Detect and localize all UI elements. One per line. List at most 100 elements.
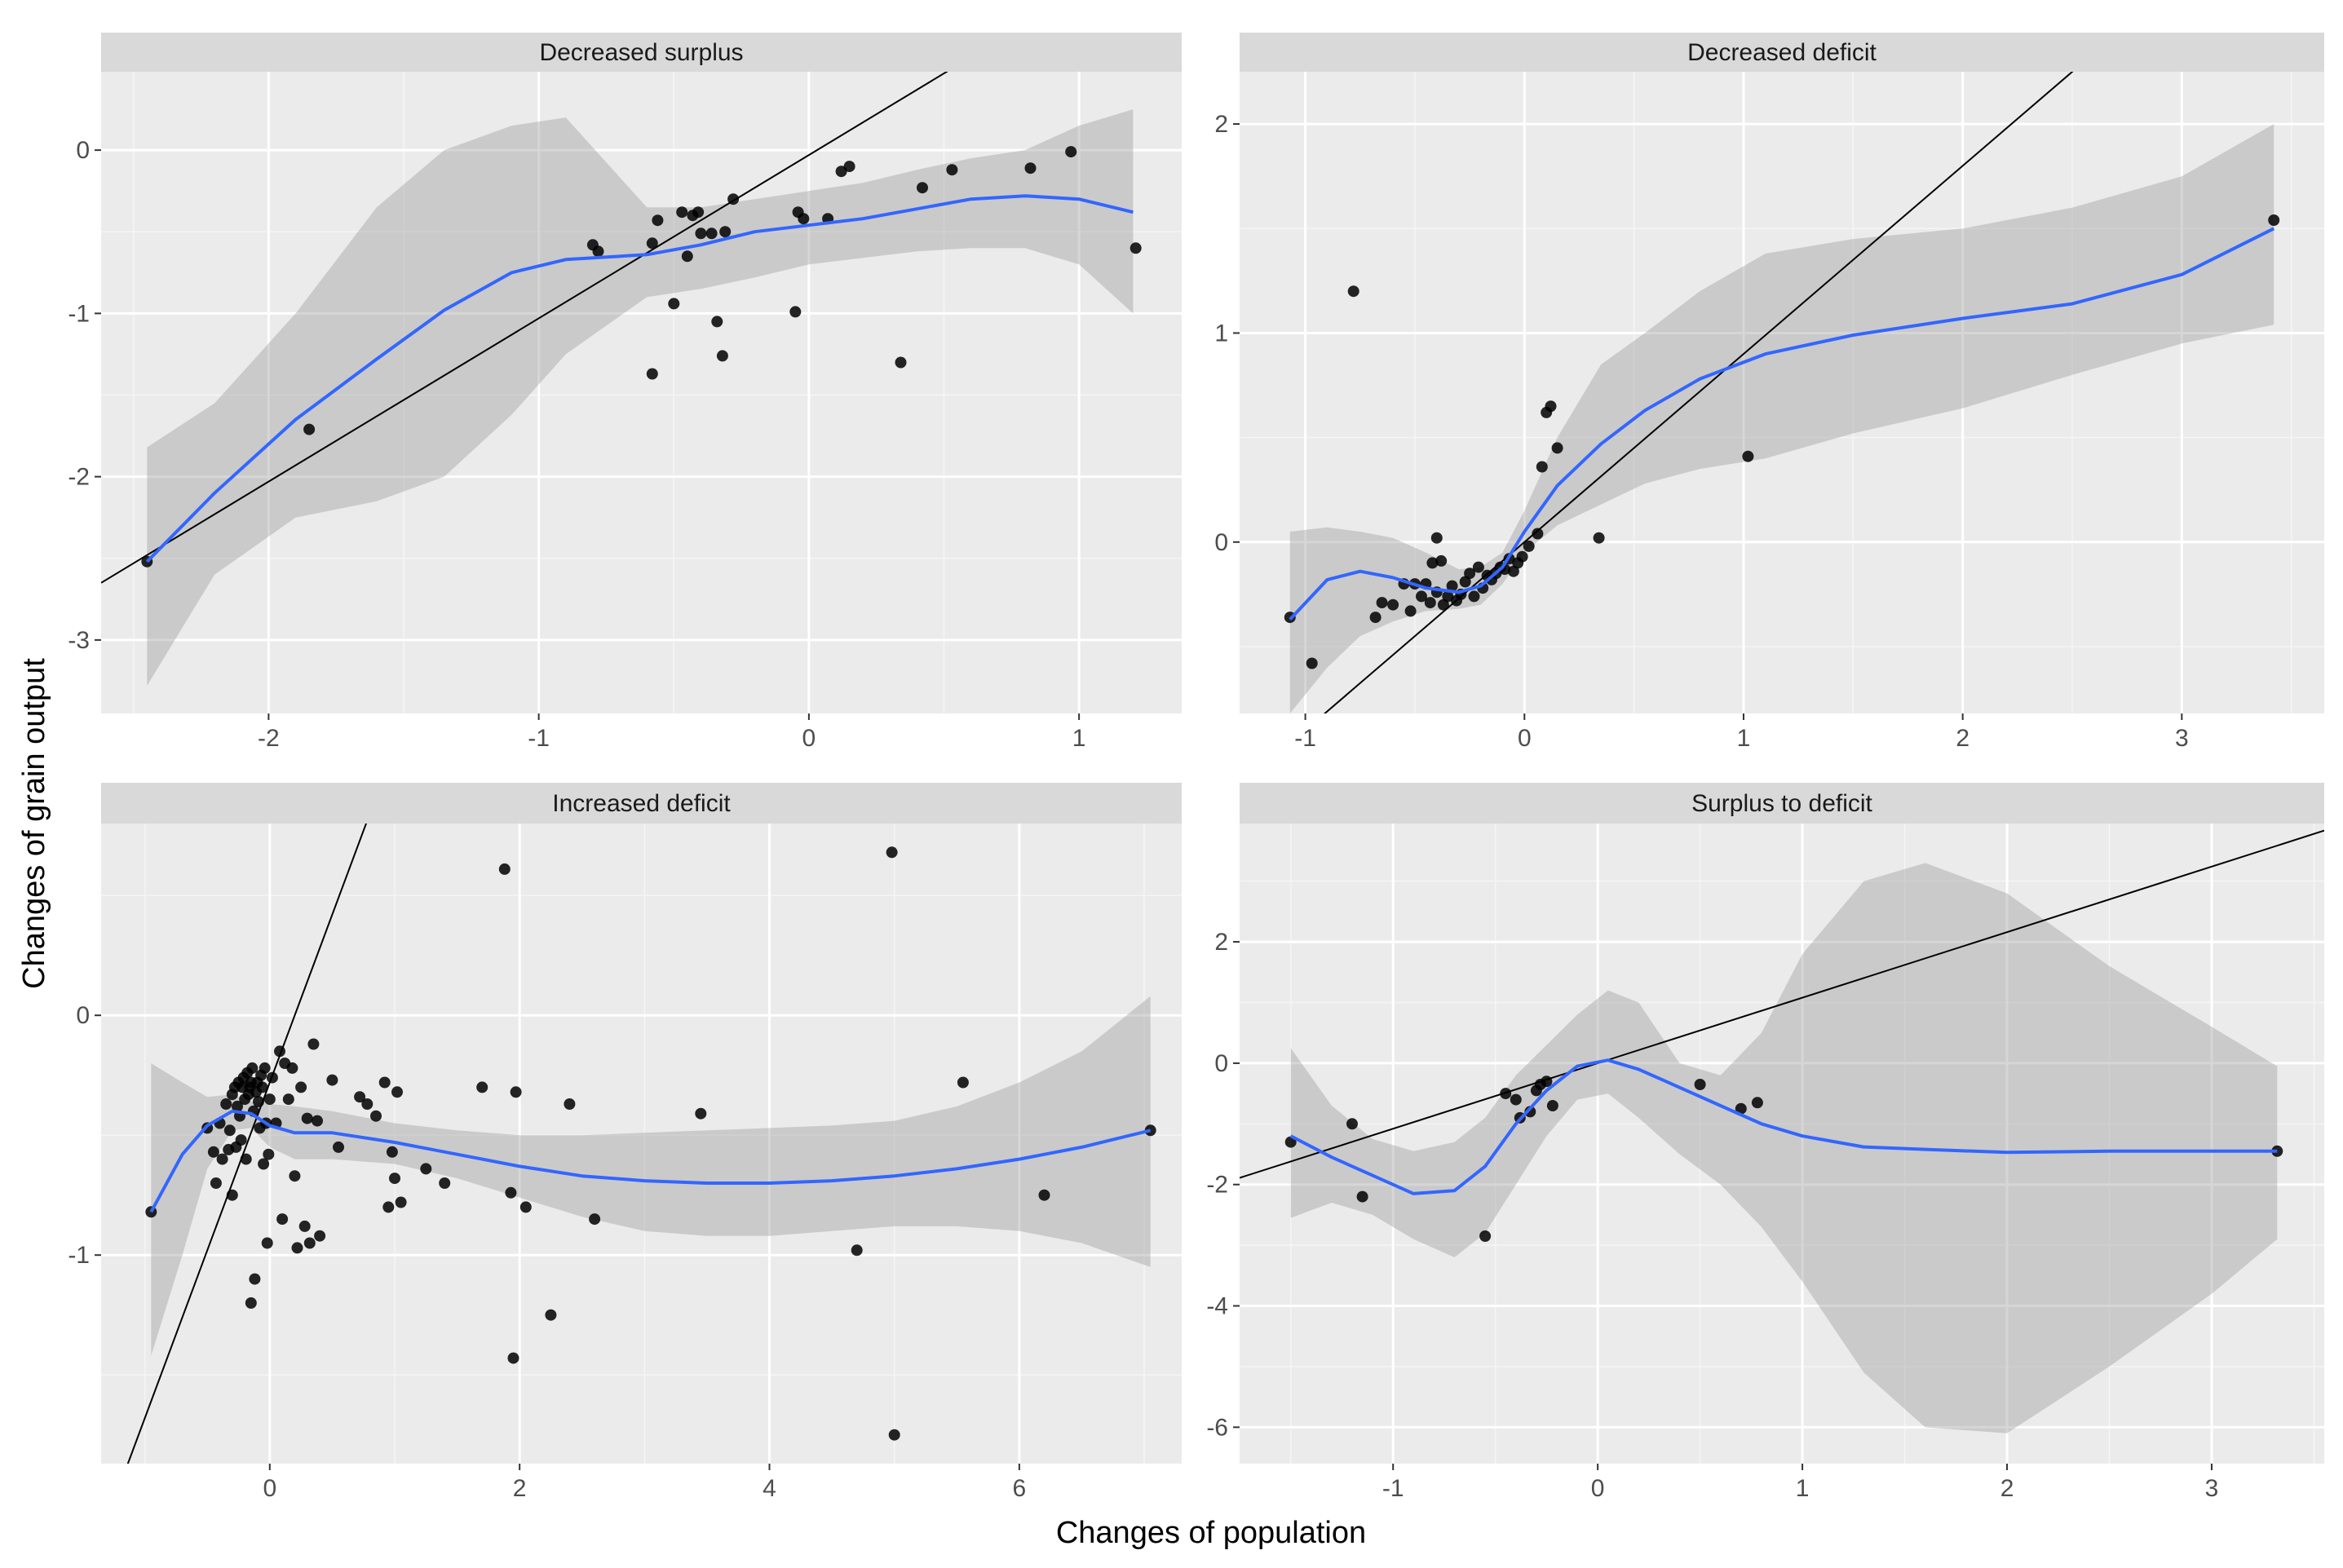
- data-point: [1426, 557, 1439, 569]
- data-point: [886, 846, 898, 859]
- data-point: [668, 298, 680, 310]
- data-point: [507, 1352, 519, 1364]
- data-point: [370, 1110, 382, 1122]
- data-point: [282, 1093, 294, 1106]
- data-point: [1464, 568, 1476, 580]
- facet-strip: [101, 33, 1182, 72]
- smooth-line: [1289, 1058, 2278, 1195]
- data-point: [245, 1297, 257, 1309]
- data-point: [1472, 561, 1484, 573]
- data-point: [276, 1213, 289, 1226]
- facet-title: Decreased surplus: [539, 39, 743, 66]
- data-point: [1306, 657, 1318, 669]
- x-tick-label: 6: [1013, 1475, 1027, 1502]
- data-point: [519, 1201, 532, 1213]
- data-point: [274, 1045, 285, 1058]
- data-point: [1130, 242, 1142, 254]
- y-tick-label: -6: [1206, 1414, 1228, 1441]
- data-point: [1524, 1106, 1536, 1118]
- data-point: [1459, 576, 1471, 588]
- facet-panel-3: Increased deficit 0 2 4 6 -1 0: [68, 783, 1182, 1502]
- data-point: [505, 1186, 517, 1199]
- data-point: [1510, 1093, 1522, 1106]
- x-tick-label: 3: [2205, 1475, 2219, 1502]
- data-point: [1346, 1118, 1358, 1130]
- y-tick-label: 0: [76, 1002, 90, 1029]
- x-tick-label: -2: [258, 725, 280, 752]
- data-point: [476, 1081, 488, 1093]
- data-point: [249, 1273, 261, 1285]
- confidence-band: [1289, 124, 2274, 713]
- data-point: [681, 250, 693, 263]
- data-point: [261, 1237, 273, 1249]
- y-tick-label: -3: [68, 627, 90, 654]
- data-point: [589, 1213, 601, 1226]
- x-axis-title: Changes of population: [1056, 1516, 1366, 1550]
- data-point: [326, 1074, 338, 1086]
- data-point: [286, 1062, 298, 1074]
- data-point: [498, 863, 511, 875]
- data-point: [1479, 1230, 1492, 1242]
- reference-line: [1323, 72, 2074, 713]
- gridlines: [101, 824, 1182, 1464]
- x-tick-label: 0: [802, 725, 816, 752]
- plot-background: [1240, 72, 2324, 713]
- reference-line: [1240, 829, 2324, 1179]
- data-point: [1523, 540, 1535, 552]
- data-point: [1545, 400, 1557, 413]
- y-tick-label: -1: [68, 1242, 90, 1269]
- data-point: [1387, 598, 1399, 611]
- x-tick-label: 0: [1591, 1475, 1605, 1502]
- x-tick-label: 1: [1737, 725, 1751, 752]
- data-point: [592, 245, 604, 258]
- data-point: [1468, 590, 1480, 603]
- data-point: [1356, 1190, 1368, 1203]
- data-point: [1536, 461, 1548, 473]
- data-point: [1735, 1102, 1747, 1115]
- data-point: [291, 1242, 303, 1254]
- data-point: [2268, 214, 2280, 226]
- data-point: [354, 1091, 366, 1103]
- data-point: [1404, 605, 1417, 617]
- facet-panel-1: Decreased surplus -2 -1 0 1 -3 -2 -1 0: [68, 33, 1182, 752]
- data-point: [646, 368, 658, 380]
- data-point: [295, 1081, 307, 1093]
- data-point: [226, 1189, 238, 1201]
- x-tick-label: 0: [263, 1475, 276, 1502]
- confidence-band: [1290, 863, 2278, 1433]
- data-point: [240, 1153, 252, 1165]
- data-point: [314, 1230, 326, 1242]
- data-point: [1500, 1088, 1512, 1100]
- confidence-band: [151, 996, 1151, 1356]
- data-point: [1416, 590, 1427, 603]
- data-point: [1507, 565, 1519, 577]
- x-tick-label: -1: [528, 725, 550, 752]
- data-point: [695, 1107, 707, 1120]
- data-point: [289, 1170, 301, 1182]
- data-point: [303, 423, 316, 435]
- data-point: [545, 1309, 557, 1321]
- y-tick-label: 0: [1214, 1050, 1228, 1077]
- plot-background: [101, 72, 1182, 713]
- facet-title: Decreased deficit: [1687, 39, 1877, 66]
- data-point: [256, 1081, 268, 1093]
- data-point: [851, 1244, 863, 1257]
- data-point: [207, 1146, 219, 1158]
- data-point: [917, 182, 928, 194]
- facet-title: Surplus to deficit: [1691, 790, 1872, 817]
- data-point: [263, 1148, 275, 1160]
- data-point: [361, 1098, 374, 1110]
- facet-panel-2: Decreased deficit -1 0 1 2 3 0 1 2: [1214, 33, 2324, 752]
- x-tick-label: 3: [2175, 725, 2189, 752]
- data-point: [1446, 580, 1458, 592]
- data-point: [333, 1141, 344, 1153]
- smooth-line: [145, 194, 1134, 563]
- data-point: [888, 1429, 900, 1441]
- data-point: [1430, 532, 1443, 544]
- data-point: [789, 306, 802, 318]
- gridlines: [1240, 824, 2324, 1464]
- data-point: [711, 316, 723, 328]
- x-tick-label: 1: [1796, 1475, 1810, 1502]
- data-point: [719, 226, 732, 238]
